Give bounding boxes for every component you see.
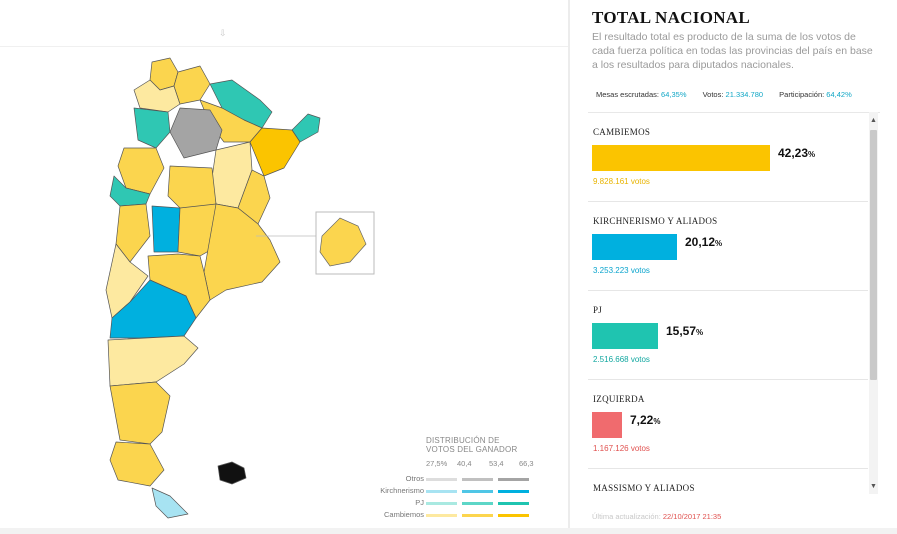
party-percentage-value: 42,23 bbox=[778, 146, 809, 160]
party-row[interactable]: PJ 15,57% 2.516.668 votos bbox=[588, 291, 868, 380]
legend-row: Kirchnerismo bbox=[370, 486, 536, 496]
legend-swatch bbox=[498, 490, 529, 493]
mesas-value: 64,35% bbox=[661, 90, 687, 99]
last-update: Última actualización: 22/10/2017 21:35 bbox=[592, 512, 721, 521]
legend-swatch bbox=[498, 502, 529, 505]
party-percentage-symbol: % bbox=[696, 328, 704, 337]
party-vote-bar bbox=[592, 234, 677, 260]
legend-swatch bbox=[426, 502, 457, 505]
legend-row: Cambiemos bbox=[370, 510, 536, 520]
results-scrollbar[interactable]: ▲ ▼ bbox=[869, 112, 878, 494]
legend-row-label: Kirchnerismo bbox=[380, 486, 424, 495]
argentina-map[interactable] bbox=[0, 0, 568, 534]
mesas-label: Mesas escrutadas: bbox=[596, 90, 659, 99]
party-vote-bar bbox=[592, 412, 622, 438]
party-row[interactable]: IZQUIERDA 7,22% 1.167.126 votos bbox=[588, 380, 868, 469]
party-votes: 9.828.161 votos bbox=[593, 177, 650, 186]
party-row[interactable]: MASSISMO Y ALIADOS bbox=[588, 469, 868, 495]
legend-tick: 40,4 bbox=[457, 459, 472, 468]
province-tucuman bbox=[133, 107, 171, 149]
scroll-down-arrow-icon[interactable]: ▼ bbox=[870, 483, 877, 490]
party-percentage-value: 20,12 bbox=[685, 235, 716, 249]
legend-tick: 66,3 bbox=[519, 459, 534, 468]
province-corrientes bbox=[249, 127, 301, 177]
province-entrerios bbox=[237, 169, 271, 225]
legend-swatch bbox=[462, 514, 493, 517]
party-percentage-value: 15,57 bbox=[666, 324, 697, 338]
province-sanluis bbox=[151, 205, 181, 253]
islas-malvinas bbox=[217, 461, 247, 485]
scrollbar-thumb[interactable] bbox=[870, 130, 877, 380]
province-salta-east bbox=[173, 65, 211, 105]
legend-row: Otros bbox=[370, 474, 536, 484]
party-percentage-symbol: % bbox=[808, 150, 816, 159]
caba-inset[interactable] bbox=[256, 211, 375, 275]
legend-swatch bbox=[426, 490, 457, 493]
legend-row-label: Otros bbox=[405, 474, 424, 483]
province-chubut bbox=[109, 381, 171, 445]
results-pane: TOTAL NACIONAL El resultado total es pro… bbox=[580, 0, 897, 534]
party-percentage: 20,12% bbox=[685, 235, 722, 249]
top-divider bbox=[0, 46, 568, 47]
update-value: 22/10/2017 21:35 bbox=[662, 512, 722, 521]
party-percentage-symbol: % bbox=[653, 417, 661, 426]
party-percentage: 15,57% bbox=[666, 324, 703, 338]
legend-swatch bbox=[426, 478, 457, 481]
province-tierradelfuego bbox=[151, 487, 189, 519]
party-vote-bar bbox=[592, 323, 658, 349]
party-name: MASSISMO Y ALIADOS bbox=[593, 483, 695, 493]
legend-swatch bbox=[426, 514, 457, 517]
votos-label: Votos: bbox=[702, 90, 724, 99]
party-vote-bar bbox=[592, 145, 770, 171]
party-percentage-symbol: % bbox=[715, 239, 723, 248]
party-name: IZQUIERDA bbox=[593, 394, 645, 404]
party-name: PJ bbox=[593, 305, 603, 315]
legend-row: PJ bbox=[370, 498, 536, 508]
party-results-list[interactable]: CAMBIEMOS 42,23% 9.828.161 votos KIRCHNERIS… bbox=[588, 112, 880, 495]
bottom-divider bbox=[0, 528, 897, 534]
pane-divider bbox=[568, 0, 570, 534]
party-percentage: 7,22% bbox=[630, 413, 660, 427]
party-name: CAMBIEMOS bbox=[593, 127, 651, 137]
party-percentage-value: 7,22 bbox=[630, 413, 654, 427]
legend-swatch bbox=[462, 502, 493, 505]
province-neuquen bbox=[109, 279, 197, 339]
stats-bar: Mesas escrutadas: 64,35% Votos: 21.334.7… bbox=[596, 90, 886, 99]
legend-swatch bbox=[462, 490, 493, 493]
party-votes: 2.516.668 votos bbox=[593, 355, 650, 364]
legend-swatch bbox=[498, 478, 529, 481]
participacion-label: Participación: bbox=[779, 90, 825, 99]
map-marker-icon: ⇩ bbox=[219, 28, 227, 38]
legend-tick: 53,4 bbox=[489, 459, 504, 468]
party-name: KIRCHNERISMO Y ALIADOS bbox=[593, 216, 718, 226]
legend-title-line1: DISTRIBUCIÓN DE bbox=[426, 436, 500, 445]
province-rionegro bbox=[107, 335, 199, 387]
province-santacruz bbox=[109, 441, 165, 487]
legend-title-line2: VOTOS DEL GANADOR bbox=[426, 445, 518, 454]
legend-tick: 27,5% bbox=[426, 459, 448, 468]
legend-title: DISTRIBUCIÓN DE VOTOS DEL GANADOR bbox=[426, 436, 536, 454]
province-sanjuan bbox=[115, 203, 151, 263]
page-description: El resultado total es producto de la sum… bbox=[592, 31, 873, 71]
update-label: Última actualización: bbox=[592, 512, 661, 521]
legend-swatch bbox=[462, 478, 493, 481]
legend-row-label: PJ bbox=[415, 498, 424, 507]
participacion-value: 64,42% bbox=[826, 90, 852, 99]
party-votes: 1.167.126 votos bbox=[593, 444, 650, 453]
map-pane: ⇩ bbox=[0, 0, 568, 534]
page-title: TOTAL NACIONAL bbox=[592, 8, 751, 27]
legend-row-label: Cambiemos bbox=[383, 510, 424, 519]
caba-area bbox=[319, 217, 367, 267]
votos-value: 21.334.780 bbox=[725, 90, 764, 99]
legend-swatch bbox=[498, 514, 529, 517]
province-buenosaires bbox=[203, 203, 281, 301]
party-row[interactable]: KIRCHNERISMO Y ALIADOS 20,12% 3.253.223 vo… bbox=[588, 202, 868, 291]
party-row[interactable]: CAMBIEMOS 42,23% 9.828.161 votos bbox=[588, 113, 868, 202]
party-votes: 3.253.223 votos bbox=[593, 266, 650, 275]
scroll-up-arrow-icon[interactable]: ▲ bbox=[870, 117, 877, 124]
party-percentage: 42,23% bbox=[778, 146, 815, 160]
province-cordoba-south bbox=[177, 203, 217, 257]
